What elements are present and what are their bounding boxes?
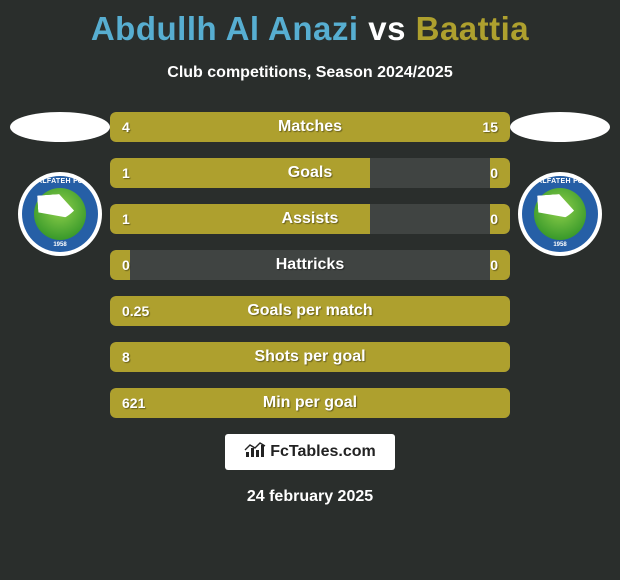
brand-text: FcTables.com — [270, 443, 376, 461]
brand-badge: FcTables.com — [225, 434, 395, 470]
stat-label: Goals — [110, 158, 510, 188]
player2-stat-value: 0 — [478, 158, 510, 188]
club-badge-name: ALFATEH FC — [518, 178, 602, 185]
player2-stat-value: 0 — [478, 204, 510, 234]
season-subtitle: Club competitions, Season 2024/2025 — [0, 64, 620, 82]
player1-stat-value: 1 — [110, 158, 142, 188]
club-badge-name: ALFATEH FC — [18, 178, 102, 185]
stat-bar-row: Min per goal621 — [110, 388, 510, 418]
stat-bar-row: Shots per goal8 — [110, 342, 510, 372]
stat-label: Shots per goal — [110, 342, 510, 372]
footer-date: 24 february 2025 — [0, 488, 620, 506]
stat-label: Goals per match — [110, 296, 510, 326]
player2-avatar-placeholder — [510, 112, 610, 142]
player2-stat-value: 15 — [470, 112, 510, 142]
stat-label: Min per goal — [110, 388, 510, 418]
player2-column: ALFATEH FC 1958 — [510, 112, 610, 256]
stat-bar-row: Hattricks0 0 — [110, 250, 510, 280]
comparison-content: ALFATEH FC 1958 ALFATEH FC 1958 Matches4… — [0, 112, 620, 418]
player1-stat-value: 621 — [110, 388, 157, 418]
player1-stat-value: 8 — [110, 342, 142, 372]
stat-label: Assists — [110, 204, 510, 234]
club-badge-year: 1958 — [18, 242, 102, 248]
stat-bars: Matches415Goals10Assists10Hattricks00Goa… — [110, 112, 510, 418]
player1-name: Abdullh Al Anazi — [91, 10, 359, 47]
stat-bar-row: Matches4 15 — [110, 112, 510, 142]
player1-stat-value: 0.25 — [110, 296, 161, 326]
player1-stat-value: 1 — [110, 204, 142, 234]
stat-label: Hattricks — [110, 250, 510, 280]
stat-bar-row: Goals1 0 — [110, 158, 510, 188]
stat-bar-row: Goals per match0.25 — [110, 296, 510, 326]
comparison-title: Abdullh Al Anazi vs Baattia — [0, 0, 620, 48]
stat-label: Matches — [110, 112, 510, 142]
player1-stat-value: 4 — [110, 112, 142, 142]
vs-label: vs — [368, 10, 406, 47]
player1-stat-value: 0 — [110, 250, 142, 280]
player2-stat-value: 0 — [478, 250, 510, 280]
player1-avatar-placeholder — [10, 112, 110, 142]
chart-icon — [244, 441, 266, 464]
player1-column: ALFATEH FC 1958 — [10, 112, 110, 256]
stat-bar-row: Assists1 0 — [110, 204, 510, 234]
player1-club-badge: ALFATEH FC 1958 — [18, 172, 102, 256]
player2-name: Baattia — [416, 10, 530, 47]
club-badge-year: 1958 — [518, 242, 602, 248]
player2-club-badge: ALFATEH FC 1958 — [518, 172, 602, 256]
